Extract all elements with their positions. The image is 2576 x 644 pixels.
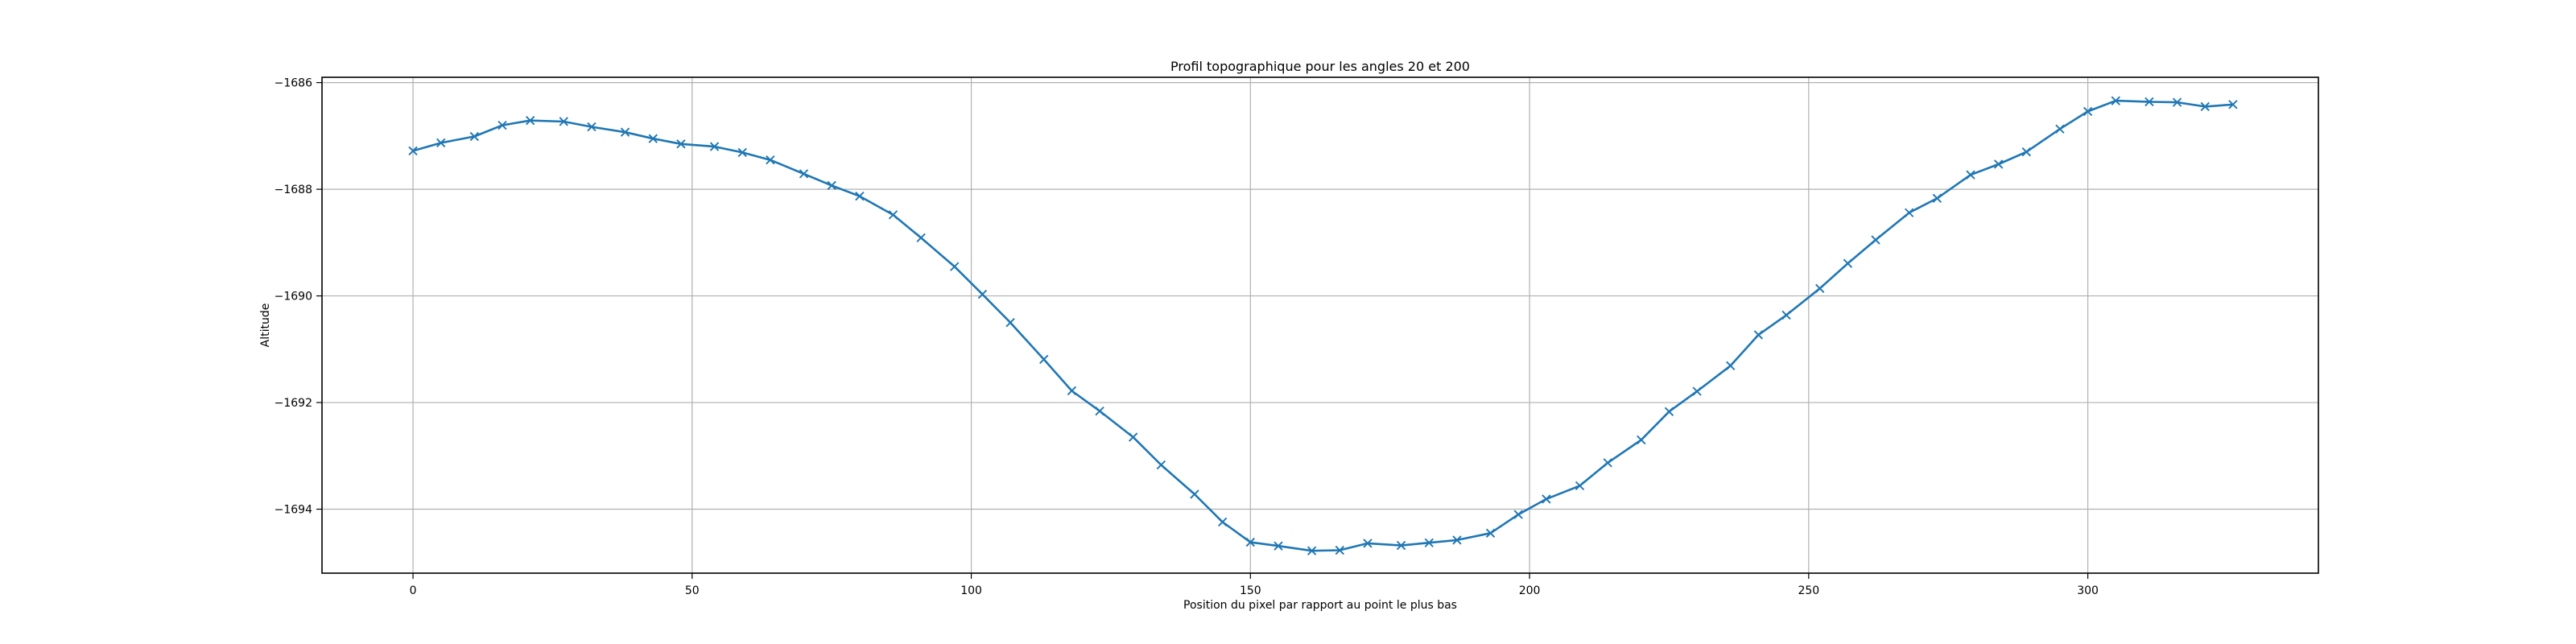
data-point-marker: [737, 147, 747, 158]
data-point-marker: [1575, 481, 1585, 491]
data-point-marker: [1843, 258, 1853, 268]
data-point-marker: [1637, 435, 1646, 445]
data-point-marker: [916, 233, 926, 243]
data-point-marker: [587, 122, 597, 132]
series-layer: [408, 96, 2238, 555]
data-point-marker: [2021, 147, 2031, 157]
data-point-marker: [1005, 318, 1015, 328]
data-point-marker: [2172, 97, 2182, 107]
data-point-marker: [469, 131, 480, 142]
data-point-marker: [1190, 489, 1199, 499]
data-point-marker: [1424, 538, 1434, 547]
data-point-marker: [1664, 407, 1674, 416]
data-point-marker: [559, 117, 568, 126]
x-tick-label: 200: [1519, 584, 1541, 597]
data-point-marker: [1274, 541, 1283, 551]
data-point-marker: [1067, 386, 1077, 396]
data-point-marker: [2145, 97, 2154, 107]
data-point-marker: [2083, 106, 2093, 117]
data-point-marker: [1396, 540, 1406, 551]
x-axis-label: Position du pixel par rapport au point l…: [1183, 599, 1457, 612]
data-point-marker: [436, 138, 446, 148]
data-point-marker: [1753, 330, 1764, 340]
y-axis-label: Altitude: [259, 303, 272, 348]
y-tick-label: −1694: [275, 504, 312, 517]
y-tick-label: −1688: [275, 184, 312, 196]
x-tick-label: 0: [410, 584, 417, 597]
data-point-marker: [1128, 432, 1138, 442]
y-tick-label: −1686: [275, 77, 312, 90]
data-point-marker: [799, 169, 809, 179]
data-point-marker: [1039, 354, 1049, 365]
data-point-marker: [408, 146, 418, 156]
data-point-marker: [1452, 535, 1462, 545]
data-point-marker: [709, 142, 720, 151]
data-point-marker: [1156, 460, 1166, 470]
data-point-marker: [1307, 546, 1317, 555]
x-tick-label: 100: [960, 584, 982, 597]
data-point-marker: [1904, 208, 1914, 217]
data-point-marker: [1966, 170, 1975, 180]
x-tick-label: 300: [2077, 584, 2099, 597]
data-point-marker: [1932, 193, 1942, 204]
data-point-marker: [1726, 361, 1736, 371]
data-point-marker: [1095, 406, 1104, 416]
chart-title: Profil topographique pour les angles 20 …: [1170, 59, 1470, 74]
data-point-marker: [676, 139, 686, 149]
grid-lines: [322, 77, 2318, 573]
data-point-marker: [1513, 510, 1523, 519]
data-point-marker: [1542, 494, 1551, 504]
data-point-marker: [2055, 124, 2065, 134]
x-tick-label: 150: [1240, 584, 1261, 597]
data-point-marker: [2228, 100, 2238, 109]
data-point-marker: [950, 262, 960, 271]
x-tick-label: 250: [1798, 584, 1819, 597]
data-point-marker: [2200, 101, 2210, 112]
data-point-marker: [1217, 517, 1228, 527]
data-point-marker: [1245, 537, 1255, 547]
data-point-marker: [977, 289, 988, 299]
data-point-marker: [1485, 528, 1496, 538]
y-tick-label: −1692: [275, 397, 312, 410]
data-point-marker: [1335, 545, 1344, 555]
data-point-marker: [2111, 96, 2120, 105]
data-point-marker: [648, 134, 658, 143]
data-point-marker: [1993, 159, 2004, 169]
data-point-marker: [766, 155, 775, 165]
series-line: [412, 99, 2233, 552]
data-point-marker: [1603, 458, 1612, 468]
data-point-marker: [888, 210, 898, 220]
data-point-marker: [855, 192, 865, 201]
data-point-marker: [1363, 539, 1373, 548]
data-point-marker: [1871, 235, 1880, 245]
data-point-marker: [620, 127, 630, 137]
data-point-marker: [1781, 310, 1791, 320]
data-point-marker: [497, 120, 507, 130]
y-tick-label: −1690: [275, 291, 312, 303]
plot-frame: [321, 76, 2319, 574]
data-point-marker: [1815, 283, 1825, 293]
axis-ticks: 0 50 100 150 200 250 300 −1694 −1692 −1690 −1688 −1…: [275, 77, 2099, 597]
x-tick-label: 50: [685, 584, 700, 597]
data-point-marker: [1692, 386, 1702, 396]
data-point-marker: [827, 180, 836, 191]
data-point-marker: [526, 115, 535, 126]
